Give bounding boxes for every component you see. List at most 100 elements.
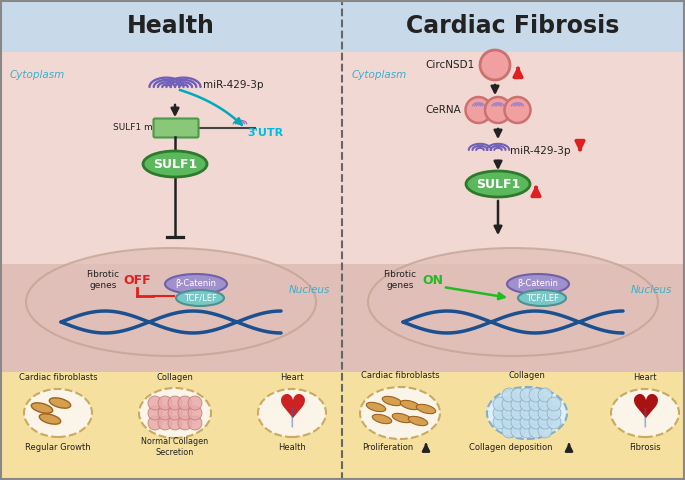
Ellipse shape — [372, 414, 392, 424]
Text: miR-429-3p: miR-429-3p — [203, 80, 264, 90]
Ellipse shape — [165, 274, 227, 294]
Text: β-Catenin: β-Catenin — [517, 279, 558, 288]
Text: |: | — [288, 407, 295, 427]
Text: ♥: ♥ — [277, 393, 307, 425]
Circle shape — [485, 97, 511, 123]
Bar — [0, 52, 342, 372]
Circle shape — [547, 406, 561, 420]
Text: TCF/LEF: TCF/LEF — [184, 293, 216, 302]
Text: OFF: OFF — [123, 274, 151, 287]
Circle shape — [188, 396, 202, 410]
Ellipse shape — [611, 389, 679, 437]
Circle shape — [547, 415, 561, 429]
Text: Nucleus: Nucleus — [288, 285, 330, 295]
Circle shape — [168, 396, 182, 410]
Ellipse shape — [400, 400, 420, 409]
Circle shape — [158, 416, 172, 430]
Circle shape — [502, 406, 516, 420]
Text: 3'UTR: 3'UTR — [247, 128, 283, 138]
Circle shape — [511, 415, 525, 429]
Circle shape — [466, 97, 492, 123]
Text: Cytoplasm: Cytoplasm — [10, 70, 65, 80]
Text: ON: ON — [423, 274, 443, 287]
Ellipse shape — [26, 248, 316, 356]
Circle shape — [502, 424, 516, 438]
Circle shape — [504, 97, 530, 123]
Circle shape — [502, 397, 516, 411]
Ellipse shape — [39, 414, 61, 424]
Circle shape — [529, 406, 543, 420]
Circle shape — [148, 396, 162, 410]
Ellipse shape — [176, 290, 224, 306]
Circle shape — [502, 415, 516, 429]
Circle shape — [520, 424, 534, 438]
Text: Collagen deposition: Collagen deposition — [469, 443, 553, 452]
Circle shape — [529, 388, 543, 402]
Circle shape — [511, 424, 525, 438]
Circle shape — [538, 388, 552, 402]
Text: CeRNA: CeRNA — [425, 105, 461, 115]
Circle shape — [520, 388, 534, 402]
Circle shape — [168, 406, 182, 420]
Ellipse shape — [487, 387, 567, 439]
Bar — [0, 264, 342, 372]
Text: ♥: ♥ — [630, 393, 660, 425]
Circle shape — [511, 406, 525, 420]
Text: Regular Growth: Regular Growth — [25, 444, 91, 453]
Circle shape — [178, 406, 192, 420]
Text: Heart: Heart — [633, 373, 657, 383]
Circle shape — [529, 424, 543, 438]
Circle shape — [493, 406, 507, 420]
Text: Heart: Heart — [280, 373, 303, 383]
Text: Collagen: Collagen — [508, 372, 545, 381]
Text: Proliferation: Proliferation — [362, 443, 414, 452]
Text: Fibrotic
genes: Fibrotic genes — [384, 270, 416, 290]
Text: Cardiac fibroblasts: Cardiac fibroblasts — [361, 372, 439, 381]
Text: Health: Health — [127, 14, 215, 38]
Ellipse shape — [24, 389, 92, 437]
Text: |: | — [642, 407, 648, 427]
Ellipse shape — [518, 290, 566, 306]
Ellipse shape — [139, 388, 211, 438]
Text: Normal Collagen
Secretion: Normal Collagen Secretion — [141, 437, 208, 456]
Circle shape — [188, 406, 202, 420]
Circle shape — [538, 415, 552, 429]
Ellipse shape — [408, 416, 427, 426]
Text: SULF1: SULF1 — [153, 157, 197, 170]
Ellipse shape — [49, 398, 71, 408]
Ellipse shape — [360, 387, 440, 439]
Text: Cardiac fibroblasts: Cardiac fibroblasts — [18, 373, 97, 383]
Circle shape — [529, 397, 543, 411]
Circle shape — [188, 416, 202, 430]
Circle shape — [520, 397, 534, 411]
Circle shape — [529, 415, 543, 429]
Circle shape — [168, 416, 182, 430]
Text: Cytoplasm: Cytoplasm — [352, 70, 408, 80]
Text: Fibrosis: Fibrosis — [630, 444, 661, 453]
Circle shape — [493, 415, 507, 429]
Text: SULF1: SULF1 — [476, 178, 520, 191]
Circle shape — [502, 388, 516, 402]
Circle shape — [178, 416, 192, 430]
Text: Nucleus: Nucleus — [631, 285, 672, 295]
Text: TCF/LEF: TCF/LEF — [525, 293, 558, 302]
Ellipse shape — [143, 151, 207, 177]
Circle shape — [520, 415, 534, 429]
Ellipse shape — [368, 248, 658, 356]
Ellipse shape — [366, 402, 386, 412]
Text: Collagen: Collagen — [157, 373, 193, 383]
Circle shape — [480, 50, 510, 80]
Bar — [342, 264, 685, 372]
Bar — [0, 0, 685, 52]
Ellipse shape — [382, 396, 401, 406]
Text: β-Catenin: β-Catenin — [175, 279, 216, 288]
Circle shape — [493, 397, 507, 411]
Text: SULF1 mRNA: SULF1 mRNA — [113, 123, 172, 132]
Ellipse shape — [466, 171, 530, 197]
Circle shape — [511, 388, 525, 402]
Ellipse shape — [416, 404, 436, 414]
Text: Health: Health — [278, 444, 306, 453]
Circle shape — [538, 406, 552, 420]
Circle shape — [178, 396, 192, 410]
Text: miR-429-3p: miR-429-3p — [510, 146, 571, 156]
